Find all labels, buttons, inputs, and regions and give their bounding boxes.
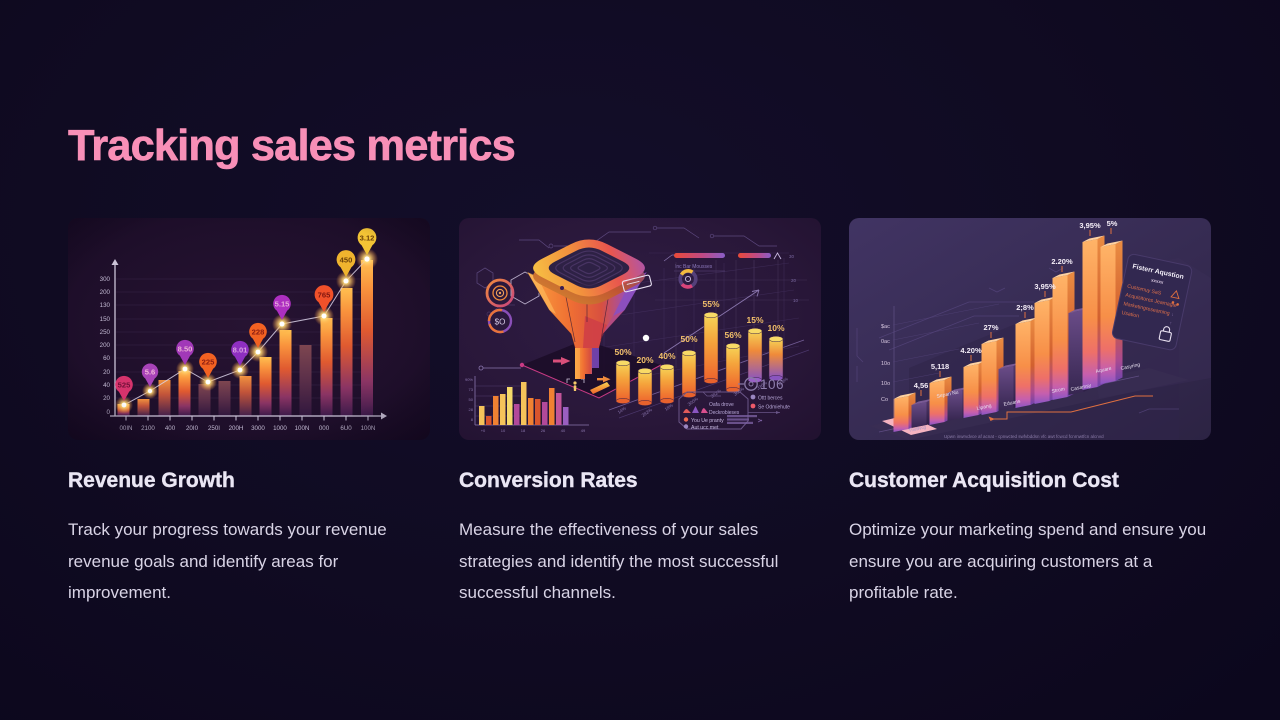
svg-text:+0: +0 [481,428,486,433]
svg-text:40%: 40% [658,351,675,361]
svg-text:Usation: Usation [1121,310,1140,320]
svg-text:Sepan Nu: Sepan Nu [936,389,959,400]
svg-text:5%: 5% [1107,219,1118,228]
svg-text:300%: 300% [687,396,699,407]
svg-text:56%: 56% [724,330,741,340]
svg-text:50%: 50% [614,347,631,357]
svg-text:10: 10 [501,428,506,433]
svg-text:↓: ↓ [1171,311,1174,316]
svg-text:282%: 282% [641,407,653,418]
svg-text:365%: 365% [733,386,745,397]
svg-text:10o: 10o [881,361,890,367]
svg-text:106: 106 [760,377,784,392]
svg-text:14%: 14% [617,406,627,415]
svg-text:Eduans: Eduans [1003,398,1021,407]
svg-text:10: 10 [793,298,799,303]
svg-text:27%: 27% [983,323,998,332]
svg-text:You Ue pranty: You Ue pranty [691,418,724,424]
svg-text:4.20%: 4.20% [960,346,982,355]
svg-text:Deckrobieses: Deckrobieses [709,410,740,416]
svg-text:55%: 55% [702,299,719,309]
svg-text:0ac: 0ac [881,339,890,345]
svg-text:18%: 18% [664,403,674,412]
svg-text:Co: Co [881,397,888,403]
svg-text:Lipang: Lipang [976,403,992,412]
svg-text:↑: ↑ [1169,320,1172,325]
svg-text:ThuBvcg: ThuBvcg [908,424,927,433]
svg-text:Upwn inwrvdvce af acnat - cpnw: Upwn inwrvdvce af acnat - cpnwcted swfvb… [944,434,1104,439]
svg-text:18: 18 [521,428,526,433]
svg-text:Oafa drove: Oafa drove [709,402,734,408]
svg-text:Strom: Strom [1051,386,1065,395]
svg-text:50: 50 [469,397,474,402]
svg-text:3,95%: 3,95% [1079,221,1101,230]
svg-text:2;8%: 2;8% [1016,303,1034,312]
svg-text:4,56: 4,56 [914,381,929,390]
svg-text:73: 73 [469,387,474,392]
svg-text:$ac: $ac [881,324,890,330]
svg-text:49: 49 [581,428,586,433]
svg-text:3,95%: 3,95% [1034,282,1056,291]
svg-text:2.20%: 2.20% [1051,257,1073,266]
svg-text:26: 26 [541,428,546,433]
svg-text:Se Odmiehute: Se Odmiehute [758,405,790,411]
svg-text:20%: 20% [636,355,653,365]
svg-text:Aquare: Aquare [1095,366,1112,375]
svg-text:Ottt berces: Ottt berces [758,396,783,402]
svg-text:10o: 10o [881,381,890,387]
svg-text:40: 40 [561,428,566,433]
svg-text:Casyring: Casyring [1120,362,1141,372]
svg-text:382%: 382% [710,388,722,399]
svg-text:118%: 118% [777,376,789,387]
svg-text:Aut ucc met: Aut ucc met [691,425,719,431]
svg-text:15%: 15% [746,315,763,325]
svg-text:xxxxx: xxxxx [1151,277,1165,285]
svg-text:50%: 50% [680,334,697,344]
svg-text:28: 28 [469,407,474,412]
svg-text:5,118: 5,118 [931,362,949,371]
svg-text:8: 8 [471,417,474,422]
svg-text:$O: $O [495,318,506,327]
svg-text:Casamsy: Casamsy [1070,383,1092,393]
svg-text:90%: 90% [465,377,473,382]
svg-text:Inc Bar Mousses: Inc Bar Mousses [675,264,713,270]
svg-text:336%: 336% [756,380,768,391]
svg-text:30: 30 [789,254,795,259]
svg-text:10%: 10% [767,323,784,333]
svg-text:20: 20 [791,278,797,283]
